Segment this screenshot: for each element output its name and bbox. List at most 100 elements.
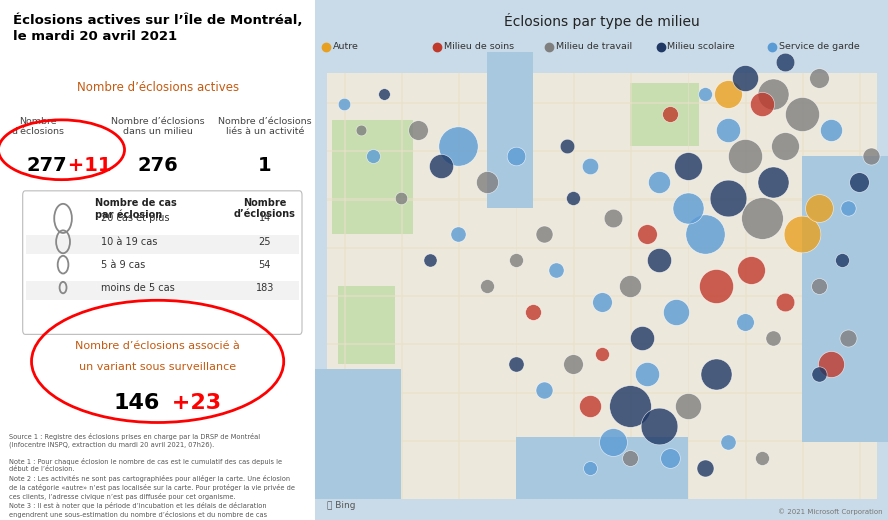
Point bbox=[509, 360, 523, 368]
Text: Milieu de soins: Milieu de soins bbox=[444, 42, 514, 51]
Text: Nombre d’éclosions
dans un milieu: Nombre d’éclosions dans un milieu bbox=[111, 117, 204, 136]
Text: 14: 14 bbox=[258, 213, 271, 224]
Point bbox=[835, 256, 849, 264]
Point bbox=[709, 282, 723, 290]
Point bbox=[663, 110, 678, 119]
Point bbox=[606, 214, 620, 223]
Point bbox=[813, 370, 827, 379]
FancyBboxPatch shape bbox=[327, 73, 876, 499]
Point bbox=[411, 126, 425, 134]
Point bbox=[720, 438, 734, 446]
Point bbox=[337, 100, 351, 108]
Point bbox=[813, 74, 827, 82]
Text: +11: +11 bbox=[61, 156, 112, 175]
FancyBboxPatch shape bbox=[860, 73, 861, 499]
FancyBboxPatch shape bbox=[332, 120, 413, 234]
Point bbox=[583, 464, 598, 472]
Point bbox=[824, 360, 838, 368]
FancyBboxPatch shape bbox=[630, 73, 632, 499]
Text: ⓑ Bing: ⓑ Bing bbox=[327, 501, 355, 510]
Point bbox=[640, 230, 654, 238]
Text: Milieu de travail: Milieu de travail bbox=[556, 42, 632, 51]
FancyBboxPatch shape bbox=[516, 437, 687, 499]
Text: Milieu scolaire: Milieu scolaire bbox=[668, 42, 735, 51]
Point bbox=[864, 152, 878, 160]
Point bbox=[663, 453, 678, 462]
Point bbox=[354, 126, 369, 134]
Text: Éclosions par type de milieu: Éclosions par type de milieu bbox=[503, 13, 700, 29]
Point bbox=[623, 401, 638, 410]
Point bbox=[755, 100, 769, 108]
FancyBboxPatch shape bbox=[26, 281, 299, 300]
FancyBboxPatch shape bbox=[327, 150, 876, 152]
Point bbox=[720, 126, 734, 134]
Point bbox=[583, 162, 598, 171]
Text: 10 à 19 cas: 10 à 19 cas bbox=[101, 237, 157, 247]
Point bbox=[526, 308, 540, 316]
Point bbox=[566, 360, 580, 368]
Point bbox=[795, 110, 809, 119]
Point bbox=[824, 126, 838, 134]
Point bbox=[720, 193, 734, 202]
FancyBboxPatch shape bbox=[516, 73, 518, 499]
Point bbox=[480, 282, 494, 290]
Point bbox=[583, 401, 598, 410]
Point bbox=[652, 422, 666, 431]
FancyBboxPatch shape bbox=[687, 73, 689, 499]
Point bbox=[852, 178, 867, 186]
Text: 183: 183 bbox=[256, 282, 274, 293]
Point bbox=[451, 230, 465, 238]
Point bbox=[537, 386, 551, 394]
FancyBboxPatch shape bbox=[26, 235, 299, 254]
Point bbox=[813, 282, 827, 290]
Point bbox=[365, 152, 379, 160]
Text: 1: 1 bbox=[258, 156, 272, 175]
Text: 5 à 9 cas: 5 à 9 cas bbox=[101, 259, 145, 270]
Point bbox=[635, 334, 649, 342]
Text: +23: +23 bbox=[164, 393, 221, 412]
Text: moins de 5 cas: moins de 5 cas bbox=[101, 282, 175, 293]
Point bbox=[434, 162, 448, 171]
Text: 277: 277 bbox=[27, 156, 67, 175]
Point bbox=[423, 256, 437, 264]
FancyBboxPatch shape bbox=[327, 343, 876, 345]
Point bbox=[841, 334, 855, 342]
Point bbox=[566, 193, 580, 202]
Point bbox=[698, 230, 712, 238]
Point bbox=[778, 297, 792, 306]
Point bbox=[623, 453, 638, 462]
Text: Nombre d’éclosions actives: Nombre d’éclosions actives bbox=[76, 81, 239, 94]
Text: Autre: Autre bbox=[332, 42, 358, 51]
FancyBboxPatch shape bbox=[327, 247, 876, 249]
Text: Nombre d’éclosions
liés à un activité: Nombre d’éclosions liés à un activité bbox=[218, 117, 312, 136]
Point bbox=[509, 152, 523, 160]
Point bbox=[738, 74, 752, 82]
Point bbox=[766, 334, 781, 342]
FancyBboxPatch shape bbox=[327, 199, 876, 201]
FancyBboxPatch shape bbox=[327, 102, 876, 104]
Point bbox=[709, 370, 723, 379]
FancyBboxPatch shape bbox=[458, 73, 460, 499]
Point bbox=[766, 89, 781, 98]
Point bbox=[778, 58, 792, 67]
Text: un variant sous surveillance: un variant sous surveillance bbox=[79, 362, 236, 372]
Text: Service de garde: Service de garde bbox=[779, 42, 860, 51]
Text: © 2021 Microsoft Corporation: © 2021 Microsoft Corporation bbox=[778, 508, 883, 515]
Point bbox=[680, 401, 694, 410]
Point bbox=[743, 266, 757, 275]
Point bbox=[813, 204, 827, 212]
Point bbox=[766, 178, 781, 186]
Text: 25: 25 bbox=[258, 237, 271, 247]
Point bbox=[606, 438, 620, 446]
Point bbox=[698, 89, 712, 98]
FancyBboxPatch shape bbox=[401, 73, 403, 499]
Point bbox=[509, 256, 523, 264]
FancyBboxPatch shape bbox=[573, 73, 575, 499]
FancyBboxPatch shape bbox=[630, 83, 699, 146]
Text: 54: 54 bbox=[258, 259, 271, 270]
FancyBboxPatch shape bbox=[802, 73, 804, 499]
FancyBboxPatch shape bbox=[338, 286, 395, 364]
Point bbox=[537, 230, 551, 238]
FancyBboxPatch shape bbox=[327, 392, 876, 394]
Point bbox=[480, 178, 494, 186]
